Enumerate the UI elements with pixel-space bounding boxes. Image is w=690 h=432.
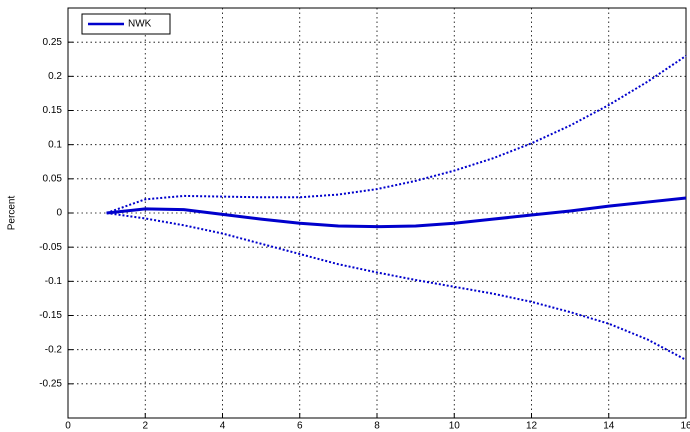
legend-label: NWK (128, 19, 152, 30)
x-tick-label: 4 (220, 421, 226, 432)
series-line (106, 55, 687, 214)
y-axis-label: Percent (7, 196, 18, 231)
y-tick-label: -0.25 (39, 378, 62, 389)
y-tick-label: 0.25 (43, 37, 63, 48)
series-line (106, 196, 687, 229)
y-tick-label: -0.15 (39, 310, 62, 321)
x-tick-label: 16 (680, 421, 690, 432)
x-tick-label: 8 (374, 421, 380, 432)
y-tick-label: 0.2 (48, 71, 62, 82)
y-tick-label: 0.1 (48, 139, 62, 150)
y-tick-label: -0.05 (39, 242, 62, 253)
series-line (106, 212, 687, 361)
x-tick-label: 10 (449, 421, 461, 432)
x-tick-label: 2 (142, 421, 148, 432)
y-tick-label: 0.05 (43, 173, 63, 184)
plot-frame (67, 7, 687, 419)
plot-area (68, 8, 686, 418)
y-tick-label: 0 (56, 208, 62, 219)
y-tick-label: -0.2 (45, 344, 63, 355)
x-tick-label: 14 (603, 421, 615, 432)
legend-box (81, 13, 171, 35)
x-tick-label: 12 (526, 421, 538, 432)
y-tick-label: 0.15 (43, 105, 63, 116)
x-tick-label: 0 (65, 421, 71, 432)
x-tick-label: 6 (297, 421, 303, 432)
y-tick-label: -0.1 (45, 276, 63, 287)
